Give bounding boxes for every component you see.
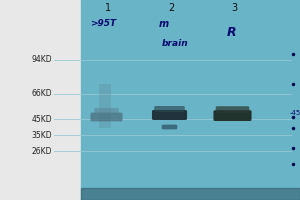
FancyBboxPatch shape (91, 113, 123, 121)
Text: R: R (226, 25, 236, 38)
Bar (0, 0, 81, 200)
Text: 45KD: 45KD (32, 114, 52, 123)
Text: >95T: >95T (90, 20, 116, 28)
Text: 94KD: 94KD (32, 55, 52, 64)
Text: m: m (159, 19, 169, 29)
Text: 26KD: 26KD (32, 146, 52, 156)
FancyBboxPatch shape (94, 108, 119, 114)
Bar (81, 188, 300, 200)
FancyBboxPatch shape (216, 106, 249, 113)
Text: 66KD: 66KD (32, 90, 52, 98)
FancyBboxPatch shape (154, 106, 185, 112)
Text: 3: 3 (231, 3, 237, 13)
Bar (99, 84, 111, 128)
Text: -45: -45 (290, 110, 300, 116)
Text: brain: brain (162, 40, 189, 48)
Text: 1: 1 (105, 3, 111, 13)
Text: 35KD: 35KD (32, 131, 52, 140)
Text: 2: 2 (168, 3, 174, 13)
FancyBboxPatch shape (152, 110, 187, 120)
FancyBboxPatch shape (162, 125, 177, 129)
FancyBboxPatch shape (214, 110, 252, 121)
Bar (81, 0, 300, 200)
